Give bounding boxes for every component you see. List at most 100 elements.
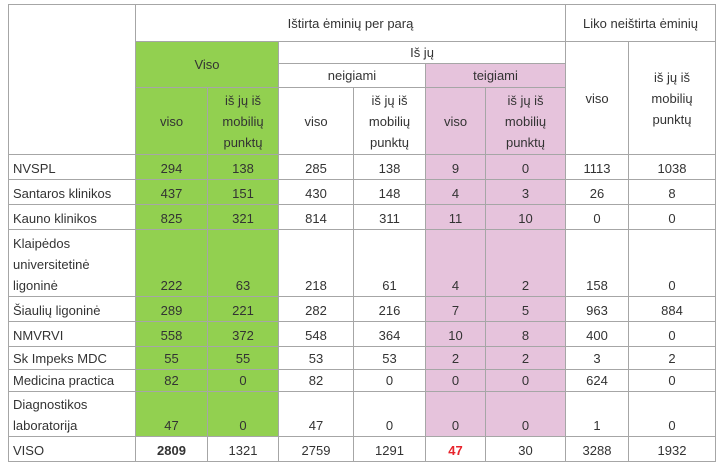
value-cell: 11 — [425, 204, 486, 230]
value-cell: 148 — [353, 179, 426, 205]
value-cell: 2 — [628, 346, 716, 370]
value-cell: 4 — [425, 229, 486, 297]
value-cell: 624 — [565, 369, 629, 392]
value-cell: 10 — [425, 321, 486, 347]
value-cell: 364 — [353, 321, 426, 347]
value-cell: 8 — [485, 321, 566, 347]
value-cell: 55 — [207, 346, 279, 370]
value-cell: 221 — [207, 296, 279, 322]
value-cell: 814 — [278, 204, 354, 230]
value-cell: 558 — [135, 321, 208, 347]
table-row: Sk Impeks MDC 55 55 53 53 2 2 3 2 — [8, 346, 716, 370]
value-cell: 0 — [565, 204, 629, 230]
value-cell: 0 — [353, 369, 426, 392]
value-cell: 138 — [353, 154, 426, 180]
value-cell: 0 — [425, 369, 486, 392]
value-cell: 0 — [425, 391, 486, 437]
table-row: Ištirta ėminių per parą Liko neištirta ėm… — [8, 4, 716, 155]
row-label: NVSPL — [8, 154, 136, 180]
value-cell: 0 — [628, 391, 716, 437]
value-cell: 884 — [628, 296, 716, 322]
row-label: Šiaulių ligoninė — [8, 296, 136, 322]
total-cell: 3288 — [565, 436, 629, 462]
header-cell: Viso — [135, 41, 279, 88]
table-row: Medicina practica 82 0 82 0 0 0 624 0 — [8, 369, 716, 392]
value-cell: 158 — [565, 229, 629, 297]
value-cell: 963 — [565, 296, 629, 322]
table-row: Viso Iš jų viso iš jų iš mobilių punktų — [9, 41, 716, 155]
value-cell: 289 — [135, 296, 208, 322]
table-row: Šiaulių ligoninė 289 221 282 216 7 5 963 884 — [8, 296, 716, 322]
table-row: Diagnostikos laboratorija 47 0 47 0 0 0 1 0 — [8, 391, 716, 437]
value-cell: 282 — [278, 296, 354, 322]
value-cell: 216 — [353, 296, 426, 322]
subheader-cell: iš jų iš mobilių punktų — [485, 87, 566, 155]
value-cell: 0 — [353, 391, 426, 437]
total-cell: 47 — [425, 436, 486, 462]
row-label: Medicina practica — [8, 369, 136, 392]
value-cell: 3 — [485, 179, 566, 205]
row-label: Kauno klinikos — [8, 204, 136, 230]
value-cell: 82 — [135, 369, 208, 392]
corner-cell — [8, 4, 136, 155]
value-cell: 400 — [565, 321, 629, 347]
subheader-cell: viso — [425, 87, 486, 155]
subheader-cell: iš jų iš mobilių punktų — [207, 87, 279, 155]
value-cell: 0 — [628, 321, 716, 347]
value-cell: 321 — [207, 204, 279, 230]
row-label: Klaipėdos universitetinė ligoninė — [8, 229, 136, 297]
value-cell: 2 — [485, 229, 566, 297]
value-cell: 63 — [207, 229, 279, 297]
value-cell: 825 — [135, 204, 208, 230]
header-cell: neigiami — [278, 63, 426, 88]
value-cell: 285 — [278, 154, 354, 180]
value-cell: 47 — [278, 391, 354, 437]
value-cell: 548 — [278, 321, 354, 347]
value-cell: 1 — [565, 391, 629, 437]
value-cell: 0 — [485, 154, 566, 180]
total-cell: 1321 — [207, 436, 279, 462]
value-cell: 1113 — [565, 154, 629, 180]
value-cell: 430 — [278, 179, 354, 205]
subheader-cell: viso — [135, 87, 208, 155]
value-cell: 218 — [278, 229, 354, 297]
header-cell: Ištirta ėminių per parą — [135, 4, 566, 42]
value-cell: 294 — [135, 154, 208, 180]
value-cell: 0 — [485, 369, 566, 392]
value-cell: 3 — [565, 346, 629, 370]
value-cell: 0 — [207, 369, 279, 392]
header-cell: Iš jų — [278, 41, 566, 64]
table-row: viso iš jų iš mobilių punktų viso iš jų iš … — [9, 87, 716, 155]
value-cell: 4 — [425, 179, 486, 205]
value-cell: 8 — [628, 179, 716, 205]
subheader-cell: viso — [565, 41, 629, 155]
row-label: Sk Impeks MDC — [8, 346, 136, 370]
table-row: neigiami teigiami — [9, 63, 716, 88]
value-cell: 53 — [278, 346, 354, 370]
total-cell: 2759 — [278, 436, 354, 462]
value-cell: 10 — [485, 204, 566, 230]
subheader-cell: iš jų iš mobilių punktų — [353, 87, 426, 155]
total-cell: 30 — [485, 436, 566, 462]
value-cell: 0 — [485, 391, 566, 437]
table-row: Kauno klinikos 825 321 814 311 11 10 0 0 — [8, 204, 716, 230]
table-row: Santaros klinikos 437 151 430 148 4 3 26 8 — [8, 179, 716, 205]
value-cell: 138 — [207, 154, 279, 180]
total-cell: 2809 — [135, 436, 208, 462]
value-cell: 0 — [628, 229, 716, 297]
value-cell: 0 — [628, 204, 716, 230]
value-cell: 61 — [353, 229, 426, 297]
row-label: VISO — [8, 436, 136, 462]
value-cell: 7 — [425, 296, 486, 322]
row-label: Santaros klinikos — [8, 179, 136, 205]
value-cell: 222 — [135, 229, 208, 297]
table-row: Klaipėdos universitetinė ligoninė 222 63 21… — [8, 229, 716, 297]
value-cell: 47 — [135, 391, 208, 437]
value-cell: 55 — [135, 346, 208, 370]
value-cell: 0 — [207, 391, 279, 437]
value-cell: 53 — [353, 346, 426, 370]
subheader-cell: viso — [278, 87, 354, 155]
value-cell: 82 — [278, 369, 354, 392]
value-cell: 2 — [425, 346, 486, 370]
